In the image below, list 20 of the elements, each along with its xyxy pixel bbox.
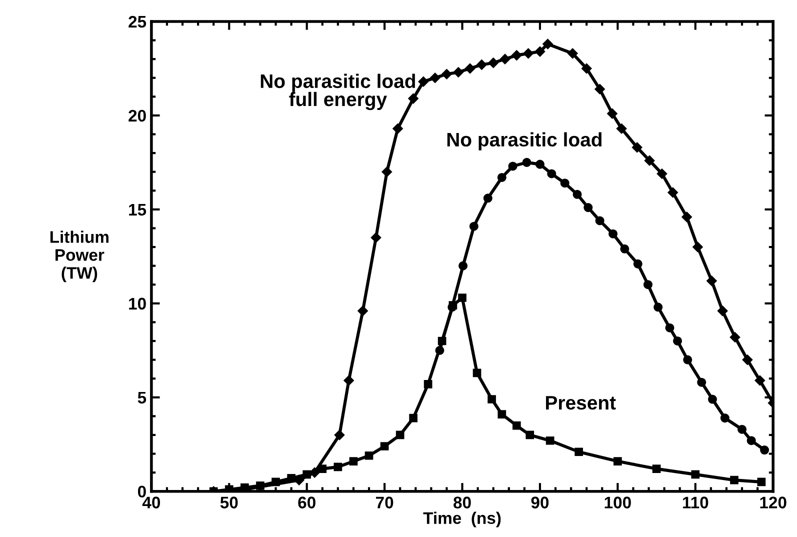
x-axis-title: Time (ns) — [423, 512, 501, 528]
x-tick-label: 60 — [298, 496, 316, 508]
y-axis-title: Lithium Power (TW) — [50, 230, 108, 282]
y-tick-label: 20 — [128, 110, 146, 122]
x-tick-label: 70 — [376, 496, 394, 508]
x-tick-label: 40 — [142, 496, 160, 508]
series-label: No parasitic load — [447, 132, 602, 150]
x-tick-label: 100 — [604, 496, 631, 508]
y-tick-label: 10 — [129, 298, 146, 310]
x-tick-label: 90 — [531, 496, 549, 508]
x-tick-label: 50 — [220, 496, 238, 508]
y-tick-label: 25 — [128, 16, 146, 28]
x-tick-label: 80 — [454, 496, 471, 508]
series-label: Present — [546, 396, 616, 410]
x-tick-label: 120 — [760, 496, 786, 508]
x-tick-label: 110 — [682, 496, 708, 508]
y-tick-label: 0 — [138, 486, 146, 498]
series-label: No parasitic load full energy — [260, 74, 415, 110]
y-tick-label: 15 — [129, 204, 146, 216]
y-tick-label: 5 — [138, 392, 146, 404]
